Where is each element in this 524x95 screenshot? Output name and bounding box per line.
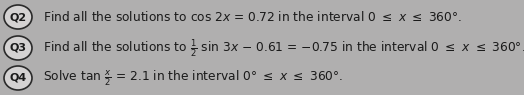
- Text: Q2: Q2: [9, 12, 27, 22]
- Text: Q4: Q4: [9, 73, 27, 83]
- Text: Q3: Q3: [9, 43, 27, 53]
- Text: Find all the solutions to cos $2x$ = 0.72 in the interval 0 $\leq$ $x$ $\leq$ 36: Find all the solutions to cos $2x$ = 0.7…: [43, 10, 462, 24]
- Text: Find all the solutions to $\frac{1}{2}$ sin $3x$ − 0.61 = −0.75 in the interval : Find all the solutions to $\frac{1}{2}$ …: [43, 37, 524, 59]
- Ellipse shape: [4, 36, 32, 60]
- Ellipse shape: [4, 66, 32, 90]
- Text: Solve tan $\frac{x}{2}$ = 2.1 in the interval 0° $\leq$ $x$ $\leq$ 360°.: Solve tan $\frac{x}{2}$ = 2.1 in the int…: [43, 68, 343, 88]
- Ellipse shape: [4, 5, 32, 29]
